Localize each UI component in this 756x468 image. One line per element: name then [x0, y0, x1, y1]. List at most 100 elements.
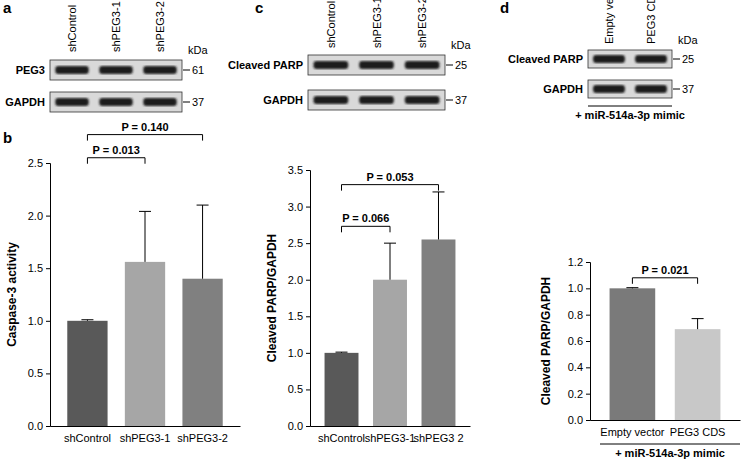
blot-background [308, 90, 445, 110]
error-bar-cap [432, 191, 444, 192]
y-tick: 0.0 [28, 420, 50, 432]
y-tick-label: 0.5 [288, 383, 303, 395]
y-tick: 2.0 [28, 210, 50, 222]
x-tick: shPEG3-1 [120, 432, 171, 444]
y-axis-line [46, 164, 51, 427]
y-tick: 3.0 [288, 201, 310, 213]
lane-label: shPEG3-1 [110, 1, 122, 52]
bar [373, 280, 407, 426]
error-bar-cap [139, 211, 151, 212]
significance-bracket [632, 278, 697, 284]
y-tick-mark [306, 243, 310, 244]
unit-label: kDa [451, 39, 471, 51]
significance-label: P = 0.021 [641, 264, 688, 276]
error-bar-cap [336, 352, 348, 353]
marker-tick [673, 89, 680, 90]
y-tick-label: 1.0 [28, 315, 43, 327]
bar [325, 353, 359, 426]
significance-bracket [87, 158, 145, 164]
bar [125, 262, 165, 426]
blot-band [405, 96, 440, 104]
lane-label: PEG3 CDS [645, 0, 657, 44]
x-tick: shPEG3 2 [413, 432, 463, 444]
x-tick: shControl [318, 432, 365, 444]
bar [610, 288, 656, 420]
y-tick-label: 1.5 [28, 262, 43, 274]
blot-background [50, 60, 182, 80]
y-tick: 1.2 [568, 256, 590, 268]
y-tick-mark [306, 389, 310, 390]
y-tick-mark [586, 341, 590, 342]
y-tick-mark [306, 207, 310, 208]
y-tick: 1.5 [288, 310, 310, 322]
y-tick-label: 2.5 [28, 157, 43, 169]
lane-label: Empty vector [603, 0, 615, 44]
chart-panel: 0.00.51.01.52.02.53.03.5shControlshPEG3-… [265, 164, 471, 444]
y-tick-mark [46, 163, 50, 164]
y-tick: 0.0 [568, 414, 590, 426]
unit-label: kDa [188, 44, 208, 56]
x-tick: PEG3 CDS [670, 426, 726, 438]
x-tick: Empty vector [600, 426, 665, 438]
blot-band [99, 66, 132, 74]
y-tick-mark [46, 268, 50, 269]
error-bar [197, 205, 209, 279]
treatment-label: + miR-514a-3p mimic [575, 109, 685, 121]
y-tick-label: 2.0 [28, 210, 43, 222]
marks [610, 288, 721, 420]
error-bar [81, 320, 93, 321]
row-label: Cleaved PARP [228, 59, 303, 71]
marker-tick [183, 102, 190, 103]
panel-letter: b [3, 129, 12, 146]
y-tick: 2.5 [288, 237, 310, 249]
y-tick: 0.6 [568, 335, 590, 347]
y-tick-label: 1.5 [288, 310, 303, 322]
marker-tick [673, 59, 680, 60]
y-tick-label: 0.8 [568, 309, 583, 321]
figure: ashControlshPEG3-1shPEG3-2kDaPEG361GAPDH… [0, 0, 756, 468]
y-tick-mark [46, 321, 50, 322]
error-bar-stem [202, 205, 203, 279]
y-tick-label: 1.0 [568, 282, 583, 294]
y-axis: 0.00.51.01.52.02.5 [28, 157, 51, 432]
x-tick-label: shPEG3-1 [120, 432, 171, 444]
marker-label: 61 [192, 64, 204, 76]
marker-label: 25 [682, 53, 694, 65]
blot-band [405, 61, 440, 69]
y-tick-mark [306, 280, 310, 281]
significance-bracket [87, 135, 202, 141]
marker-label: 37 [455, 94, 467, 106]
error-bar-stem [697, 319, 698, 330]
marks [67, 205, 222, 426]
error-bar-stem [438, 192, 439, 240]
chart-panel: b0.00.51.01.52.02.5shControlshPEG3-1shPE… [3, 121, 241, 444]
y-tick-label: 3.0 [288, 201, 303, 213]
blot-band [313, 61, 348, 69]
lane-label: shPEG3-2 [416, 0, 428, 48]
y-tick: 0.4 [568, 361, 590, 373]
x-tick-label: shControl [64, 432, 111, 444]
error-bar-cap [384, 243, 396, 244]
y-tick-mark [586, 262, 590, 263]
marks [325, 192, 456, 426]
y-tick: 0.0 [288, 420, 310, 432]
y-axis-line [306, 171, 311, 427]
y-tick: 1.0 [288, 347, 310, 359]
bar [675, 329, 721, 420]
y-tick-label: 0.0 [568, 414, 583, 426]
x-axis: Empty vector PEG3 CDS [591, 421, 741, 438]
blot-band [359, 61, 394, 69]
y-axis-line [586, 263, 591, 421]
x-axis: shControlshPEG3-1shPEG3-2 [51, 427, 241, 444]
blot-band [593, 55, 625, 63]
lane-label: shPEG3-1 [371, 0, 383, 48]
x-axis-line [51, 426, 241, 427]
y-axis-title: Cleaved PARP/GAPDH [539, 277, 553, 405]
blot-band [635, 85, 667, 93]
error-bar-cap [81, 319, 93, 320]
x-tick-label: shPEG3 2 [413, 432, 463, 444]
y-tick: 0.5 [288, 383, 310, 395]
y-tick-mark [46, 216, 50, 217]
y-tick-label: 0.4 [568, 361, 583, 373]
treatment-line [600, 444, 740, 445]
